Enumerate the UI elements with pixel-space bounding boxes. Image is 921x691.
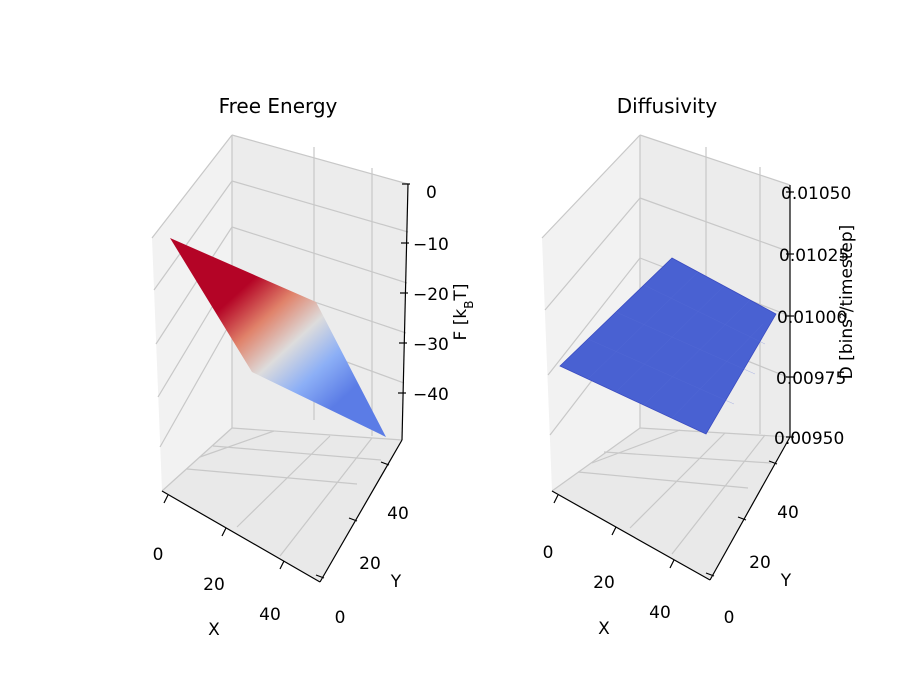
free-energy-back-pane-left (152, 135, 232, 491)
diffusivity-z-tick-label: 0.01025 (779, 246, 849, 266)
free-energy-z-axis-label: F [kBT] (451, 284, 476, 341)
diffusivity-z-tick-label: 0.01000 (777, 308, 847, 328)
free-energy-x-tick-label: 40 (259, 605, 281, 625)
free-energy-x-tickmark (221, 527, 227, 537)
diffusivity-x-axis-label: X (598, 619, 610, 639)
free-energy-surface (170, 238, 386, 437)
diffusivity-x-tick-label: 40 (649, 603, 671, 623)
diffusivity-surface-mesh (587, 271, 766, 419)
diffusivity-surface (559, 257, 777, 435)
free-energy-y-tick-label: 20 (359, 554, 381, 574)
free-energy-z-tick-label: −10 (413, 235, 449, 255)
diffusivity-y-tickmark (705, 572, 715, 577)
diffusivity-y-tickmark (768, 460, 778, 465)
free-energy-x-tick-label: 20 (203, 575, 225, 595)
diffusivity-z-tick-label: 0.00975 (776, 369, 846, 389)
diffusivity-title: Diffusivity (617, 94, 718, 118)
free-energy-x-axis-label: X (208, 620, 220, 640)
diffusivity-plot: Diffusivity (541, 94, 857, 639)
free-energy-y-tickmark (315, 574, 325, 579)
diffusivity-y-tick-label: 40 (777, 503, 799, 523)
diffusivity-y-axis-label: Y (780, 571, 792, 591)
free-energy-x-tick-label: 0 (153, 545, 164, 565)
diffusivity-x-axis (551, 490, 711, 581)
diffusivity-z-tick-label: 0.00950 (774, 429, 844, 449)
free-energy-y-tick-label: 40 (387, 504, 409, 524)
free-energy-z-axis (401, 183, 409, 441)
free-energy-y-axis-label: Y (390, 572, 402, 592)
free-energy-y-tickmark (380, 461, 390, 466)
diffusivity-y-tickmark (737, 516, 747, 521)
diffusivity-y-axis (709, 436, 791, 581)
free-energy-z-tick-label: −30 (413, 335, 449, 355)
diffusivity-x-tick-label: 20 (593, 573, 615, 593)
diffusivity-back-pane-left (542, 135, 640, 491)
diffusivity-x-tickmark (553, 494, 559, 504)
diffusivity-x-tick-label: 0 (543, 543, 554, 563)
free-energy-title: Free Energy (219, 94, 338, 118)
free-energy-y-tick-label: 0 (335, 608, 346, 628)
free-energy-y-axis (319, 439, 403, 583)
diffusivity-z-tick-label: 0.01050 (781, 184, 851, 204)
free-energy-y-tickmark (348, 517, 358, 522)
diffusivity-z-axis-label: D [bins²/timestep] (837, 225, 857, 380)
free-energy-z-tick-label: −40 (413, 385, 449, 405)
free-energy-plot: Free Energy (151, 94, 476, 640)
free-energy-x-axis (161, 490, 321, 583)
free-energy-x-tickmark (279, 560, 285, 570)
diffusivity-y-tick-label: 0 (724, 608, 735, 628)
free-energy-z-tick-label: −20 (413, 285, 449, 305)
free-energy-z-tick-label: 0 (426, 183, 437, 203)
diffusivity-floor-pane (552, 428, 790, 580)
free-energy-x-tickmark (163, 494, 169, 504)
diffusivity-y-tick-label: 20 (749, 553, 771, 573)
diffusivity-x-tickmark (611, 526, 617, 536)
diffusivity-x-tickmark (669, 559, 675, 569)
